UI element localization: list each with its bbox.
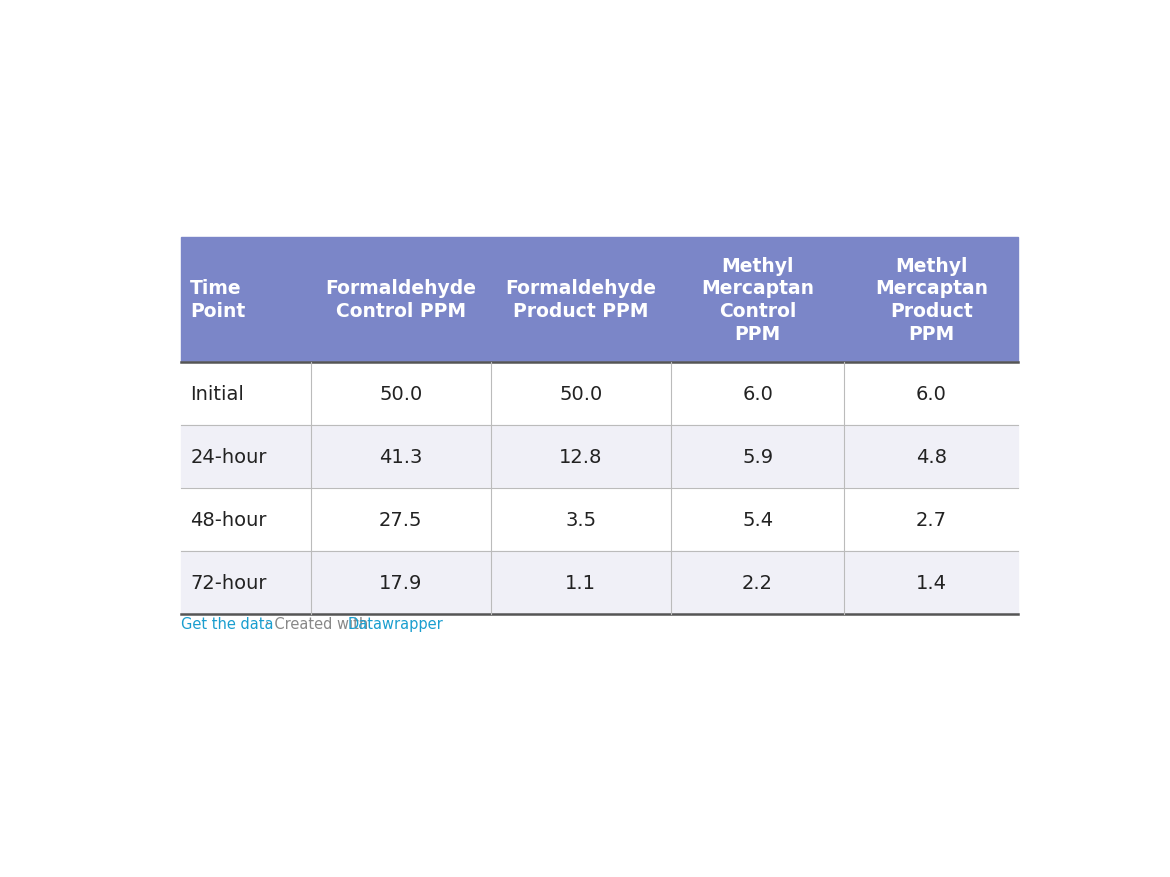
Text: 50.0: 50.0 xyxy=(559,384,603,403)
Text: 2.2: 2.2 xyxy=(742,574,773,592)
Text: Datawrapper: Datawrapper xyxy=(347,617,443,631)
Text: Get the data: Get the data xyxy=(181,617,274,631)
Text: 1.1: 1.1 xyxy=(565,574,597,592)
Text: · Created with: · Created with xyxy=(264,617,372,631)
Text: Formaldehyde
Control PPM: Formaldehyde Control PPM xyxy=(325,279,476,321)
Text: 5.9: 5.9 xyxy=(742,447,773,467)
Text: 1.4: 1.4 xyxy=(916,574,947,592)
Text: 2.7: 2.7 xyxy=(916,510,947,530)
Text: 24-hour: 24-hour xyxy=(191,447,267,467)
Text: 48-hour: 48-hour xyxy=(191,510,267,530)
Text: 6.0: 6.0 xyxy=(916,384,947,403)
Text: 72-hour: 72-hour xyxy=(191,574,267,592)
Text: Methyl
Mercaptan
Product
PPM: Methyl Mercaptan Product PPM xyxy=(875,256,987,344)
Text: Time
Point: Time Point xyxy=(191,279,246,321)
Text: Formaldehyde
Product PPM: Formaldehyde Product PPM xyxy=(505,279,656,321)
Bar xyxy=(181,425,1018,488)
Text: Initial: Initial xyxy=(191,384,245,403)
Text: 3.5: 3.5 xyxy=(565,510,597,530)
Text: 6.0: 6.0 xyxy=(742,384,773,403)
Bar xyxy=(181,552,1018,615)
Text: 5.4: 5.4 xyxy=(742,510,773,530)
Text: Methyl
Mercaptan
Control
PPM: Methyl Mercaptan Control PPM xyxy=(701,256,814,344)
Text: 4.8: 4.8 xyxy=(916,447,947,467)
Text: 50.0: 50.0 xyxy=(379,384,422,403)
Bar xyxy=(181,362,1018,425)
Bar xyxy=(181,488,1018,552)
Text: 12.8: 12.8 xyxy=(559,447,603,467)
Text: 17.9: 17.9 xyxy=(379,574,422,592)
Text: 41.3: 41.3 xyxy=(379,447,422,467)
Text: 27.5: 27.5 xyxy=(379,510,422,530)
